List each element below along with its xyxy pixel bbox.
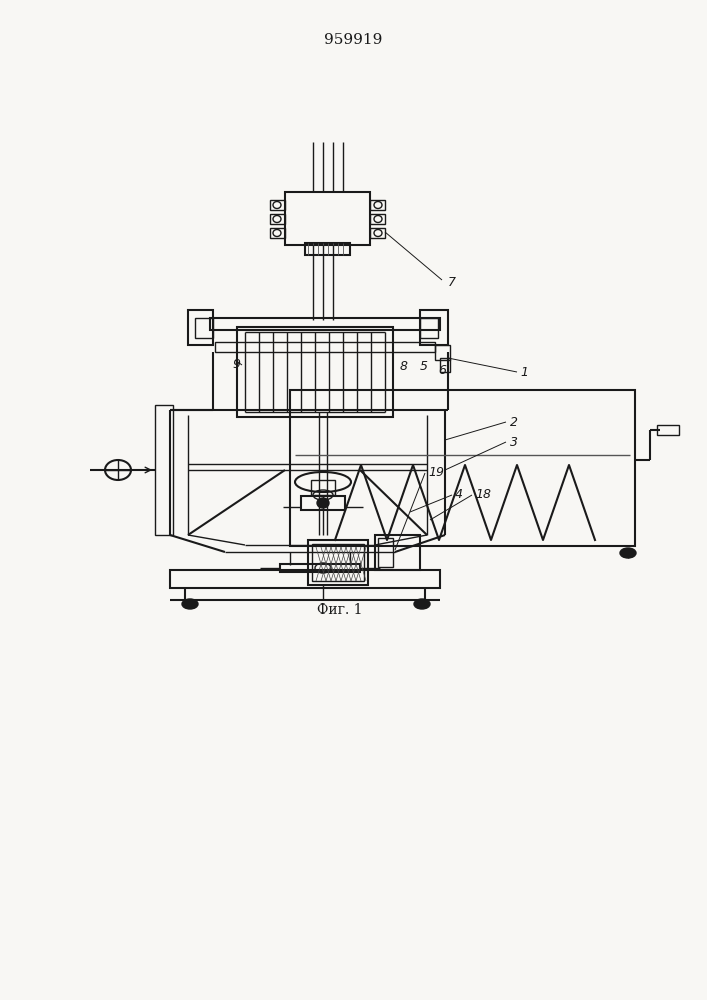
Text: 6: 6 <box>438 363 446 376</box>
Bar <box>237 327 393 417</box>
Text: 1: 1 <box>520 365 528 378</box>
Text: 19: 19 <box>428 466 444 480</box>
Bar <box>370 200 385 210</box>
Text: 3: 3 <box>510 436 518 448</box>
Bar <box>195 318 213 338</box>
Bar <box>270 214 285 224</box>
Bar <box>170 570 440 588</box>
Text: 18: 18 <box>475 488 491 502</box>
Bar <box>270 200 285 210</box>
Bar <box>290 390 635 546</box>
Text: 9: 9 <box>232 359 240 371</box>
Bar <box>370 214 385 224</box>
Bar <box>420 310 448 345</box>
Ellipse shape <box>414 599 430 609</box>
Bar <box>270 228 285 238</box>
Text: 4: 4 <box>455 488 463 502</box>
Bar <box>657 425 679 435</box>
Text: 7: 7 <box>448 275 456 288</box>
Bar <box>155 405 173 535</box>
Bar <box>311 480 335 495</box>
Bar <box>312 544 364 581</box>
Text: 2: 2 <box>510 416 518 428</box>
Bar <box>375 535 420 570</box>
Bar <box>440 358 450 372</box>
Ellipse shape <box>182 599 198 609</box>
Bar <box>210 318 440 330</box>
Text: Фиг. 1: Фиг. 1 <box>317 603 363 617</box>
Bar <box>420 318 438 338</box>
Text: 5: 5 <box>420 360 428 373</box>
Ellipse shape <box>620 548 636 558</box>
Bar <box>285 192 370 245</box>
Bar <box>378 538 393 567</box>
Bar <box>215 342 435 352</box>
Text: 8: 8 <box>400 360 408 373</box>
Bar <box>305 243 350 255</box>
Bar <box>435 345 450 360</box>
Bar <box>301 496 345 510</box>
Bar <box>308 540 368 585</box>
Bar <box>188 310 213 345</box>
Bar <box>280 564 360 572</box>
Bar <box>370 228 385 238</box>
Ellipse shape <box>317 498 329 508</box>
Text: 959919: 959919 <box>324 33 382 47</box>
